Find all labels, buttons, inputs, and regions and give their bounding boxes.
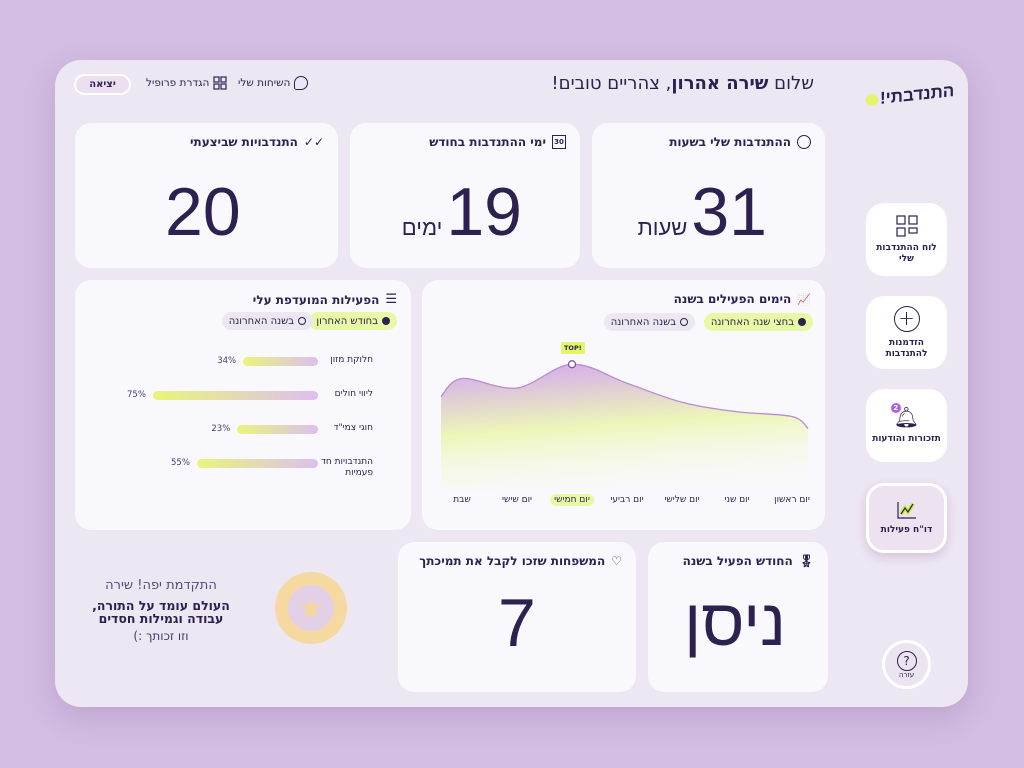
- activity-label: ליווי חולים: [334, 389, 373, 399]
- line-chart-icon: [896, 501, 916, 519]
- preferred-activity-card: ☰ הפעילות המועדפת עלי בחודש האחרון בשנה ה…: [75, 280, 411, 530]
- x-tick-label: יום רביעי: [610, 495, 644, 505]
- hours-card: ההתנדבות שלי בשעות 31 שעות: [592, 123, 825, 268]
- days-card: 30 ימי ההתנדבות בחודש 19 ימים: [350, 123, 580, 268]
- x-tick-label: יום שני: [724, 495, 750, 505]
- activity-percent: 23%: [211, 424, 231, 434]
- plus-circle-icon: +: [893, 305, 920, 332]
- families-card: ♡ המשפחות שזכו לקבל את תמיכתך 7: [398, 542, 636, 692]
- sidebar-item-activity-report[interactable]: דו"ח פעילות: [866, 483, 947, 553]
- notification-badge: 2: [890, 403, 901, 413]
- completed-card: ✓✓ התנדבויות שביצעתי 20: [75, 123, 338, 268]
- list-icon: ☰: [385, 292, 397, 307]
- x-tick-label: יום שלישי: [664, 495, 700, 505]
- help-icon: ?: [896, 650, 917, 671]
- logout-button[interactable]: יציאה: [74, 74, 131, 95]
- heart-icon: ♡: [611, 554, 622, 568]
- activity-bar: [197, 459, 318, 468]
- chat-icon: [294, 76, 309, 90]
- double-check-icon: ✓✓: [303, 135, 324, 149]
- grid-icon: [895, 214, 918, 237]
- activity-bar: [243, 357, 318, 366]
- area-fill: [441, 364, 808, 490]
- calendar-icon: 30: [552, 135, 566, 149]
- nav-profile[interactable]: הגדרת פרופיל: [146, 76, 227, 90]
- x-tick-label: יום ראשון: [774, 495, 810, 505]
- x-tick-label: יום שישי: [501, 495, 533, 505]
- bell-icon: 🔔︎ 2: [890, 403, 919, 428]
- greeting: שלום שירה אהרון, צהריים טובים!: [551, 73, 814, 94]
- filter-year[interactable]: בשנה האחרונה: [603, 313, 695, 331]
- sidebar-item-notifications[interactable]: 🔔︎ 2 תזכורות והודעות: [866, 389, 947, 462]
- activity-percent: 55%: [171, 458, 190, 468]
- alarm-clock-icon: [797, 135, 811, 149]
- filter-last-year[interactable]: בשנה האחרונה: [221, 312, 313, 330]
- award-medal-icon: ★: [275, 572, 347, 644]
- logo[interactable]: התנדבתי!: [866, 81, 954, 108]
- medal-icon: 🎖: [798, 554, 814, 568]
- filter-last-month[interactable]: בחודש האחרון: [309, 312, 397, 330]
- logo-badge-icon: [866, 94, 878, 106]
- active-month-card: 🎖 החודש הפעיל בשנה ניסן: [648, 542, 828, 692]
- series-line: [440, 363, 809, 430]
- activity-label: התנדבויות חד פעמיות: [320, 457, 373, 478]
- data-point: [567, 360, 577, 369]
- filter-half-year[interactable]: בחצי שנה האחרונה: [703, 313, 813, 331]
- activity-percent: 75%: [127, 390, 146, 400]
- activity-bar: [153, 391, 318, 400]
- help-button[interactable]: ? עזרה: [882, 640, 931, 689]
- top-badge: TOP!: [561, 342, 585, 355]
- award-message: התקדמת יפה! שירה העולם עומד על התורה, עב…: [92, 578, 230, 643]
- activity-label: חלוקת מזון: [330, 355, 373, 365]
- grid-icon: [213, 76, 227, 90]
- area-chart-icon: 📈: [797, 292, 811, 306]
- sidebar-item-dashboard[interactable]: לוח ההתנדבות שלי: [866, 203, 947, 276]
- activity-bar: [237, 425, 318, 434]
- nav-chats[interactable]: השיחות שלי: [238, 76, 309, 90]
- activity-percent: 34%: [217, 356, 237, 366]
- x-tick-label: יום חמישי: [550, 494, 594, 506]
- sidebar-item-opportunities[interactable]: + הזדמנות להתנדבות: [866, 296, 947, 369]
- x-tick-label: שבת: [453, 495, 471, 505]
- activity-label: חוגי צמי"ד: [333, 423, 373, 433]
